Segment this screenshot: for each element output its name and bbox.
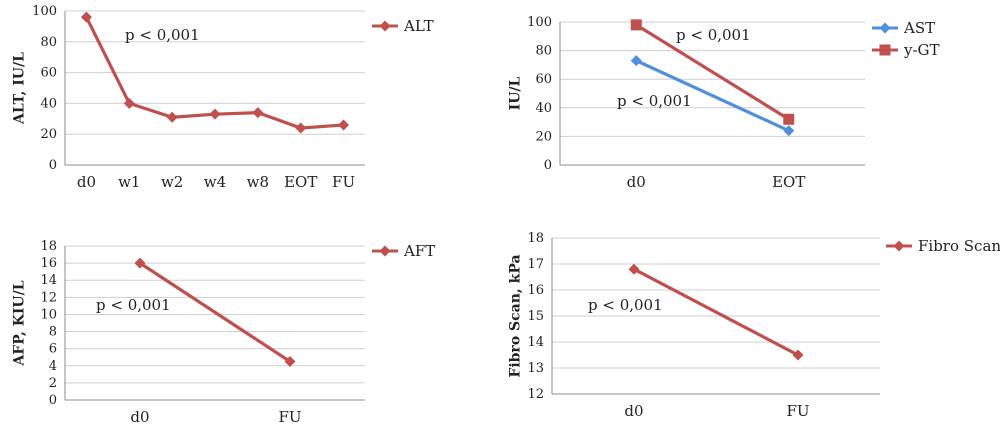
series-line-ast (635, 59, 790, 133)
p-value-annotation: p < 0,001 (676, 26, 751, 44)
series-line-y-gt (635, 23, 790, 121)
y-tick-label: 14 (40, 273, 57, 288)
y-tick-label: 18 (527, 231, 544, 246)
x-tick-label: FU (786, 402, 809, 420)
legend-item-ast: AST (872, 19, 935, 37)
data-point (783, 113, 795, 125)
chart-panel-1: 0 20 40 60 80 100 d0 w1 w2 w4 w8 EOT FU ALT, IU/L ALT p… (12, 4, 434, 191)
y-tick-label: 6 (49, 342, 57, 357)
y-tick-label: 13 (527, 361, 544, 376)
y-axis-label: IU/L (508, 76, 524, 110)
data-point (630, 55, 642, 67)
legend-marker (379, 245, 391, 257)
y-tick-label: 80 (535, 44, 552, 59)
legend-item-aft: AFT (372, 242, 435, 260)
y-tick-label: 20 (535, 129, 552, 144)
data-point (134, 257, 146, 269)
y-axis-label: Fibro Scan, kPa (508, 254, 524, 377)
y-tick-label: 17 (527, 257, 544, 272)
data-point (630, 19, 642, 31)
y-tick-label: 0 (544, 158, 552, 173)
y-tick-label: 40 (40, 96, 57, 111)
data-point (284, 356, 296, 367)
y-tick-label: 15 (527, 309, 544, 324)
legend-marker (893, 240, 905, 252)
y-tick-label: 60 (40, 66, 57, 81)
y-tick-label: 12 (527, 387, 544, 402)
p-value-annotation: p < 0,001 (125, 26, 200, 44)
p-value-annotation: p < 0,001 (617, 92, 692, 110)
x-tick-label: EOT (772, 173, 805, 191)
x-tick-label: w1 (118, 173, 140, 191)
data-point (80, 11, 92, 23)
y-tick-label: 80 (40, 35, 57, 50)
p-value-annotation: p < 0,001 (96, 296, 171, 314)
legend-label: ALT (403, 17, 434, 35)
data-point (628, 263, 640, 275)
y-tick-label: 10 (40, 307, 57, 322)
x-tick-label: EOT (284, 173, 317, 191)
p-value-annotation: p < 0,001 (588, 296, 663, 314)
data-point (338, 119, 350, 131)
chart-panel-4: 12 13 14 15 16 17 18 d0 FU Fibro Scan, kPa Fibro S… (508, 231, 1000, 420)
y-tick-label: 20 (40, 127, 57, 142)
data-point (295, 122, 307, 134)
y-tick-label: 0 (49, 393, 57, 408)
legend-item-alt: ALT (372, 17, 434, 35)
y-tick-label: 18 (40, 239, 57, 254)
chart-panel-3: 0 2 4 6 8 10 12 14 16 18 d0 FU AFP, KIU/L AFT p < 0,00… (12, 239, 436, 426)
data-point (166, 111, 178, 123)
x-tick-label: w8 (247, 173, 269, 191)
data-point (252, 107, 264, 119)
x-tick-label: d0 (627, 173, 646, 191)
y-tick-label: 60 (535, 72, 552, 87)
legend-label: Fibro Scan (918, 237, 1000, 255)
y-tick-label: 100 (527, 15, 552, 30)
y-axis-label: ALT, IU/L (12, 52, 28, 125)
data-point (792, 349, 804, 361)
legend-marker (879, 22, 891, 34)
legend-label: y-GT (903, 41, 940, 59)
data-point (209, 108, 221, 120)
legend-item-fibro-scan: Fibro Scan (886, 237, 1000, 255)
y-tick-label: 16 (40, 256, 57, 271)
legend-label: AFT (403, 242, 435, 260)
y-tick-label: 40 (535, 101, 552, 116)
legend-marker (879, 44, 891, 56)
x-tick-label: FU (332, 173, 355, 191)
legend-item-y-gt: y-GT (872, 41, 940, 59)
series-line-fibro-scan (633, 267, 799, 357)
x-tick-label: w2 (161, 173, 183, 191)
series-line-aft (139, 261, 291, 363)
x-tick-label: w4 (204, 173, 226, 191)
y-tick-label: 100 (32, 4, 57, 19)
data-point (783, 125, 795, 137)
y-axis-label: AFP, KIU/L (12, 280, 28, 366)
y-tick-label: 14 (527, 335, 544, 350)
y-tick-label: 0 (49, 158, 57, 173)
legend-label: AST (903, 19, 935, 37)
x-tick-label: FU (278, 408, 301, 426)
x-tick-label: d0 (77, 173, 96, 191)
x-tick-label: d0 (624, 402, 643, 420)
data-point (123, 97, 135, 109)
y-tick-label: 2 (49, 376, 57, 391)
x-tick-label: d0 (130, 408, 149, 426)
legend-marker (379, 20, 391, 32)
y-tick-label: 4 (49, 359, 57, 374)
y-tick-label: 12 (40, 290, 57, 305)
y-tick-label: 16 (527, 283, 544, 298)
y-tick-label: 8 (49, 325, 57, 340)
chart-panel-2: 0 20 40 60 80 100 d0 EOT IU/L AST y-GT p < 0,001 p <… (508, 15, 940, 191)
